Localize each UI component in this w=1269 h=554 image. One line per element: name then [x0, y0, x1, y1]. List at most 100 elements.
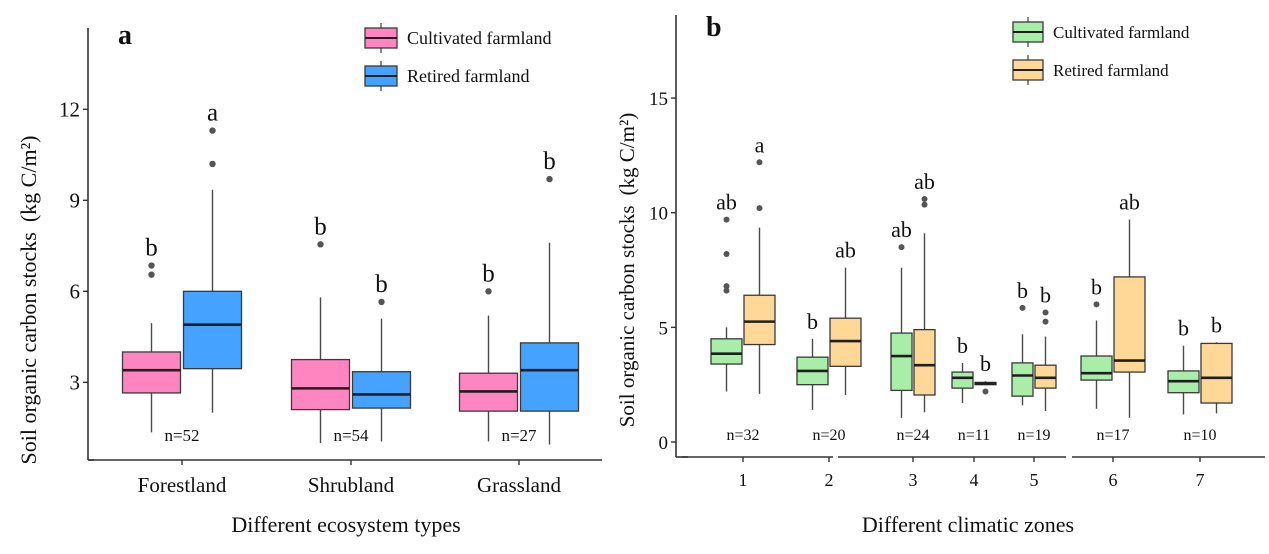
- panel-b-box-retired: [1200, 342, 1233, 404]
- panel-b-group-1: ab a n=32: [710, 132, 776, 444]
- panel-b-sample-size-label: n=32: [726, 427, 759, 444]
- panel-a-x-tick-label: Shrubland: [308, 473, 395, 497]
- panel-b-significance-letter: a: [755, 132, 765, 157]
- panel-a-significance-letter: b: [145, 235, 158, 262]
- panel-b-label: b: [706, 12, 722, 43]
- panel-b-outlier-retired: [1042, 318, 1049, 325]
- panel-a-legend: Cultivated farmland Retired farmland: [364, 23, 551, 91]
- panel-b-y-tick-label: 0: [659, 433, 669, 454]
- panel-a-significance-letter: b: [314, 213, 327, 240]
- panel-a-legend-label: Retired farmland: [407, 66, 529, 86]
- panel-a-box-cultivated: [290, 358, 351, 411]
- panel-a-box-retired: [182, 290, 243, 370]
- panel-a-y-tick-label: 12: [59, 97, 80, 121]
- panel-a: a Soil organic carbon stocks (kg C/m²) Di…: [16, 20, 602, 537]
- panel-b-significance-letter: b: [1091, 274, 1102, 299]
- panel-b-box-cultivated: [890, 332, 913, 392]
- panel-b-significance-letter: b: [1178, 316, 1189, 341]
- panel-b-legend-label: Cultivated farmland: [1053, 23, 1190, 42]
- panel-b-box-cultivated: [1080, 355, 1113, 381]
- panel-a-group-shrubland: b b n=54: [290, 213, 412, 445]
- panel-b-outlier-retired: [1042, 309, 1049, 316]
- panel-b-outlier-retired: [982, 388, 989, 395]
- panel-a-outlier-retired: [546, 175, 553, 183]
- panel-b-significance-letter: ab: [891, 217, 912, 242]
- panel-b-box-cultivated: [710, 338, 743, 365]
- panel-b-significance-letter: ab: [835, 238, 856, 263]
- panel-b-x-tick-label: 5: [1030, 470, 1039, 490]
- panel-a-outlier-cultivated: [148, 271, 155, 278]
- panel-b-box-retired: [913, 328, 936, 396]
- svg-text:Soil organic carbon stocks(kg: Soil organic carbon stocks (kg C/m²): [615, 113, 639, 428]
- panel-b-x-tick-label: 6: [1109, 470, 1118, 490]
- panel-b-outlier-cultivated: [723, 250, 730, 257]
- panel-a-outlier-retired: [209, 127, 216, 134]
- panel-a-sample-size-label: n=27: [501, 426, 537, 445]
- svg-text:Soil organic carbon stocks(kg: Soil organic carbon stocks (kg C/m²): [16, 135, 41, 464]
- panel-b-significance-letter: b: [1211, 312, 1222, 337]
- panel-b-outlier-cultivated: [723, 216, 730, 223]
- panel-a-ylabel: Soil organic carbon stocks: [16, 232, 41, 464]
- panel-b-y-tick-label: 15: [649, 89, 668, 110]
- panel-b-significance-letter: ab: [1119, 190, 1140, 215]
- panel-b-legend-key-retired: [1012, 55, 1044, 85]
- panel-a-ylabel-unit: (kg C/m²): [16, 135, 41, 222]
- panel-a-outlier-cultivated: [485, 288, 492, 295]
- panel-b-outlier-retired: [756, 159, 763, 166]
- panel-b-significance-letter: b: [957, 333, 968, 358]
- panel-b: b Soil organic carbon stocks (kg C/m²) Di…: [615, 12, 1265, 537]
- panel-a-x-tick-label: Forestland: [138, 473, 227, 497]
- panel-b-outlier-retired: [921, 195, 928, 202]
- panel-b-outlier-cultivated: [898, 244, 905, 251]
- panel-b-group-5: b b n=19: [1011, 278, 1057, 444]
- panel-b-y-tick-label: 5: [659, 318, 669, 339]
- panel-b-x-tick-label: 1: [739, 470, 748, 490]
- panel-b-x-tick-label: 4: [970, 470, 979, 490]
- panel-a-y-tick-label: 3: [70, 370, 81, 394]
- panel-b-box-retired: [1113, 276, 1146, 373]
- panel-a-box-cultivated: [121, 351, 182, 394]
- panel-a-y-axis-title: Soil organic carbon stocks (kg C/m²): [16, 135, 41, 464]
- panel-b-group-6: b ab n=17: [1080, 190, 1146, 444]
- panel-b-outlier-cultivated: [723, 283, 730, 290]
- panel-a-group-grassland: b b n=27: [458, 148, 580, 445]
- panel-a-legend-label: Cultivated farmland: [407, 28, 551, 48]
- panel-b-group-7: b b n=10: [1167, 312, 1233, 444]
- panel-b-significance-letter: b: [1040, 282, 1051, 307]
- panel-b-sample-size-label: n=17: [1096, 427, 1129, 444]
- panel-b-ylabel: Soil organic carbon stocks: [615, 205, 639, 427]
- panel-a-outlier-cultivated: [148, 262, 155, 269]
- panel-b-x-axis-title: Different climatic zones: [862, 512, 1074, 537]
- panel-b-outlier-retired: [921, 201, 928, 208]
- panel-b-legend-key-cultivated: [1012, 17, 1044, 47]
- panel-a-box-retired: [519, 342, 580, 412]
- panel-b-outlier-cultivated: [1019, 304, 1026, 311]
- panel-b-x-tick-label: 3: [909, 470, 918, 490]
- panel-b-legend: Cultivated farmland Retired farmland: [1012, 17, 1190, 85]
- panel-b-ylabel-unit: (kg C/m²): [615, 113, 639, 196]
- panel-b-outlier-cultivated: [723, 287, 730, 294]
- panel-a-legend-key-retired: [364, 61, 398, 91]
- panel-a-label: a: [118, 20, 132, 51]
- panel-b-significance-letter: ab: [716, 190, 737, 215]
- panel-a-significance-letter: b: [375, 271, 388, 298]
- panel-b-box-retired: [743, 294, 776, 346]
- panel-a-sample-size-label: n=54: [333, 426, 369, 445]
- panel-a-sample-size-label: n=52: [164, 426, 199, 445]
- panel-b-outlier-cultivated: [1093, 301, 1100, 308]
- panel-b-sample-size-label: n=10: [1183, 427, 1216, 444]
- panel-b-outlier-retired: [756, 205, 763, 212]
- panel-b-y-axis-title: Soil organic carbon stocks (kg C/m²): [615, 113, 639, 428]
- panel-b-sample-size-label: n=11: [958, 427, 990, 444]
- panel-b-significance-letter: b: [980, 351, 991, 376]
- panel-b-x-tick-label: 7: [1196, 470, 1205, 490]
- panel-b-box-cultivated: [1011, 362, 1034, 397]
- panel-a-significance-letter: a: [207, 100, 218, 127]
- panel-a-significance-letter: b: [482, 260, 495, 287]
- panel-a-y-tick-label: 6: [70, 279, 81, 303]
- panel-b-group-4: bb n=11: [951, 333, 997, 444]
- panel-a-outlier-retired: [378, 298, 385, 306]
- panel-b-significance-letter: b: [1017, 278, 1028, 303]
